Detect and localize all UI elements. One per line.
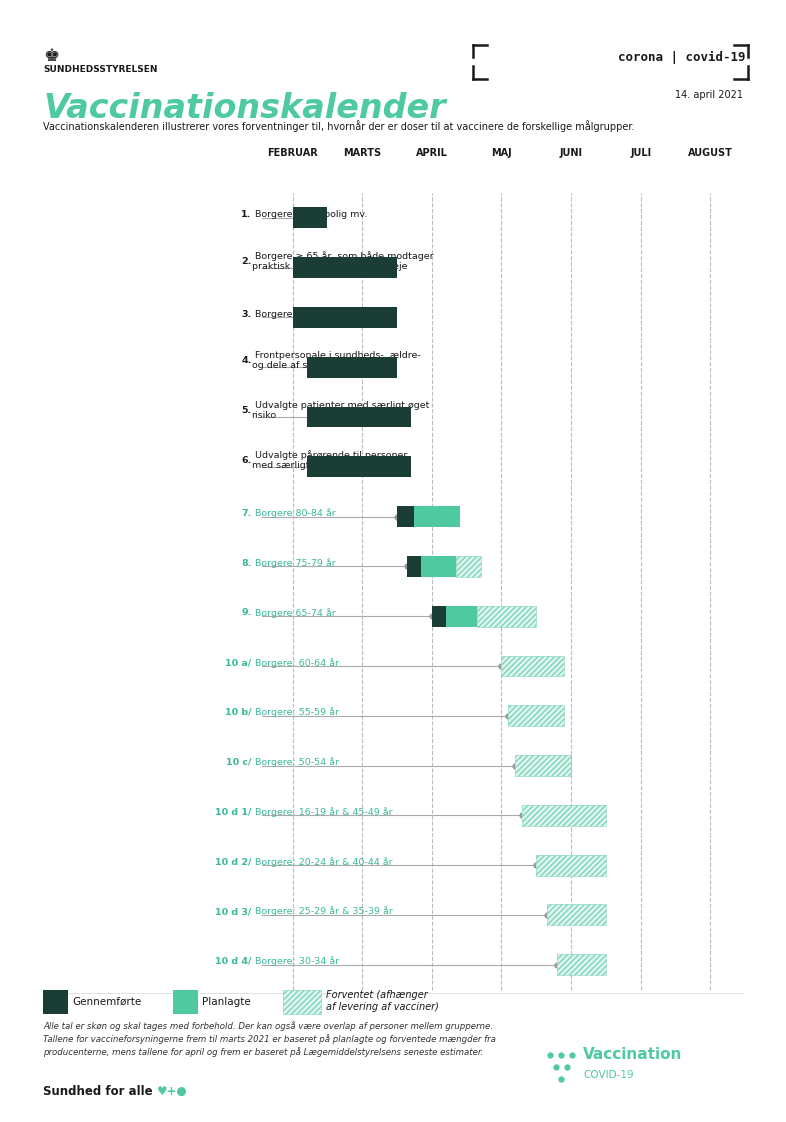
- Text: APRIL: APRIL: [416, 148, 448, 158]
- Text: Udvalgte patienter med særligt øget
risiko: Udvalgte patienter med særligt øget risi…: [252, 401, 429, 421]
- Text: Gennemførte: Gennemførte: [72, 997, 141, 1006]
- Bar: [509, 706, 564, 726]
- Text: Borgere ≥ 65 år, som både modtager
praktisk hjælp og personlig pleje: Borgere ≥ 65 år, som både modtager prakt…: [252, 251, 433, 272]
- Text: MARTS: MARTS: [343, 148, 381, 158]
- Text: 9.: 9.: [241, 608, 252, 617]
- Bar: [307, 357, 397, 378]
- Text: 3.: 3.: [241, 310, 252, 319]
- Text: ♥+●: ♥+●: [157, 1085, 188, 1098]
- Text: COVID-19: COVID-19: [583, 1070, 634, 1079]
- Bar: [536, 855, 606, 875]
- Text: Borgere: 25-29 år & 35-39 år: Borgere: 25-29 år & 35-39 år: [252, 907, 392, 917]
- Text: Planlagte: Planlagte: [202, 997, 251, 1006]
- Text: Borgere: 30-34 år: Borgere: 30-34 år: [252, 956, 339, 966]
- Text: FEBRUAR: FEBRUAR: [267, 148, 318, 158]
- Text: Borgere: 60-64 år: Borgere: 60-64 år: [252, 657, 339, 668]
- Bar: [547, 904, 606, 926]
- Text: 10 d 2/: 10 d 2/: [215, 857, 252, 866]
- Bar: [283, 990, 321, 1014]
- Bar: [283, 990, 321, 1014]
- Text: 7.: 7.: [241, 508, 252, 517]
- Bar: [477, 606, 536, 627]
- Text: 10 d 4/: 10 d 4/: [215, 957, 252, 966]
- Bar: [516, 755, 571, 776]
- Text: Borgere: 55-59 år: Borgere: 55-59 år: [252, 708, 339, 717]
- Bar: [432, 606, 446, 627]
- Text: Borgere 75-79 år: Borgere 75-79 år: [252, 558, 336, 568]
- Text: 10 d 1/: 10 d 1/: [215, 808, 252, 817]
- Text: Borgere: 50-54 år: Borgere: 50-54 år: [252, 757, 339, 767]
- Text: 10 b/: 10 b/: [225, 708, 252, 717]
- Text: 4.: 4.: [241, 357, 252, 366]
- Bar: [523, 804, 606, 826]
- Text: 6.: 6.: [241, 456, 252, 465]
- Bar: [477, 606, 536, 627]
- Text: MAJ: MAJ: [491, 148, 512, 158]
- Bar: [307, 406, 411, 427]
- Text: 14. april 2021: 14. april 2021: [674, 90, 743, 100]
- Bar: [509, 706, 564, 726]
- Text: Borgere i plejebolig mv.: Borgere i plejebolig mv.: [252, 210, 367, 219]
- Text: Borgere 65-74 år: Borgere 65-74 år: [252, 608, 336, 618]
- Text: 10 d 3/: 10 d 3/: [215, 907, 252, 916]
- Bar: [407, 555, 421, 577]
- Text: Borgere: 16-19 år & 45-49 år: Borgere: 16-19 år & 45-49 år: [252, 807, 392, 817]
- Text: Alle tal er skøn og skal tages med forbehold. Der kan også være overlap af perso: Alle tal er skøn og skal tages med forbe…: [43, 1021, 496, 1057]
- Text: Borgere 80-84 år: Borgere 80-84 år: [252, 508, 336, 518]
- Bar: [307, 457, 411, 477]
- Text: Vaccination: Vaccination: [583, 1047, 682, 1063]
- Text: JULI: JULI: [630, 148, 652, 158]
- Bar: [456, 555, 480, 577]
- Bar: [557, 954, 606, 975]
- Bar: [456, 555, 480, 577]
- Text: 2.: 2.: [241, 257, 252, 266]
- Text: ♚: ♚: [43, 47, 60, 65]
- Bar: [292, 208, 328, 229]
- Text: JUNI: JUNI: [560, 148, 582, 158]
- Bar: [501, 655, 564, 677]
- Bar: [516, 755, 571, 776]
- Bar: [446, 606, 477, 627]
- Bar: [536, 855, 606, 875]
- Text: 5.: 5.: [241, 406, 252, 415]
- Text: Vaccinationskalender: Vaccinationskalender: [43, 92, 446, 125]
- Bar: [501, 655, 564, 677]
- Bar: [397, 506, 414, 527]
- Bar: [292, 257, 397, 278]
- Bar: [421, 555, 456, 577]
- Text: 8.: 8.: [241, 559, 252, 568]
- Bar: [173, 990, 198, 1014]
- Text: Frontpersonale i sundheds-, ældre-
og dele af socialsektoren: Frontpersonale i sundheds-, ældre- og de…: [252, 351, 421, 370]
- Text: Borgere: 20-24 år & 40-44 år: Borgere: 20-24 år & 40-44 år: [252, 857, 392, 866]
- Text: 10 c/: 10 c/: [226, 757, 252, 766]
- Text: 1.: 1.: [241, 210, 252, 219]
- Bar: [43, 990, 68, 1014]
- Text: Udvalgte pårørende til personer
med særligt øget risiko: Udvalgte pårørende til personer med særl…: [252, 450, 407, 470]
- Bar: [523, 804, 606, 826]
- Text: Sundhed for alle: Sundhed for alle: [43, 1085, 152, 1098]
- Bar: [292, 307, 397, 328]
- Text: AUGUST: AUGUST: [688, 148, 733, 158]
- Text: SUNDHEDSSTYRELSEN: SUNDHEDSSTYRELSEN: [43, 65, 158, 74]
- Text: 10 a/: 10 a/: [226, 659, 252, 668]
- Text: corona | covid-19: corona | covid-19: [618, 50, 745, 64]
- Bar: [547, 904, 606, 926]
- Text: Forventet (afhænger
af levering af vacciner): Forventet (afhænger af levering af vacci…: [326, 990, 439, 1012]
- Bar: [414, 506, 460, 527]
- Text: Vaccinationskalenderen illustrerer vores forventninger til, hvornår der er doser: Vaccinationskalenderen illustrerer vores…: [43, 120, 635, 132]
- Bar: [557, 954, 606, 975]
- Text: Borgere ≥ 85 år: Borgere ≥ 85 år: [252, 310, 331, 319]
